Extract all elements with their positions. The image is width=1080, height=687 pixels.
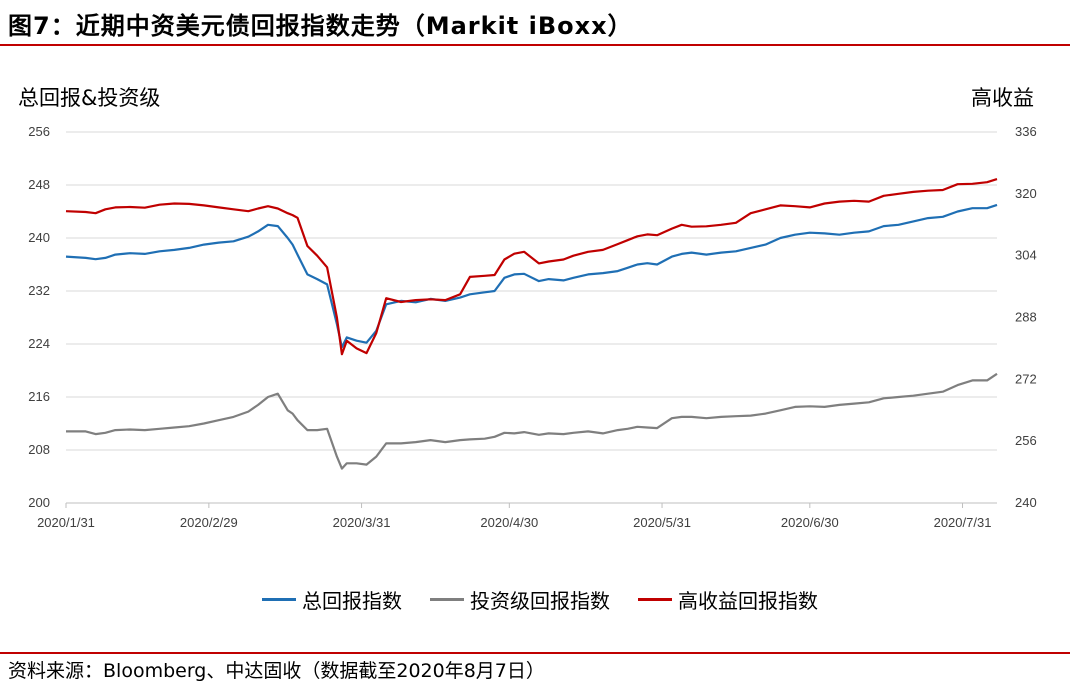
y-left-tick-label: 208 (28, 442, 50, 457)
left-axis-title: 总回报&投资级 (18, 86, 161, 110)
legend-label: 总回报指数 (302, 589, 402, 613)
gridlines (66, 131, 997, 451)
y-right-tick-label: 256 (1015, 433, 1037, 448)
chart-legend: 总回报指数 投资级回报指数 高收益回报指数 (0, 585, 1080, 614)
legend-swatch (430, 598, 464, 601)
legend-item: 高收益回报指数 (638, 585, 818, 614)
x-tick-label: 2020/3/31 (333, 515, 391, 530)
y-right-tick-label: 336 (1015, 124, 1037, 139)
y-left-tick-label: 224 (28, 336, 50, 351)
source-note: 资料来源：Bloomberg、中达固收（数据截至2020年8月7日） (8, 660, 545, 682)
y-right-tick-label: 240 (1015, 495, 1037, 510)
x-tick-label: 2020/5/31 (633, 515, 691, 530)
x-tick-label: 2020/1/31 (37, 515, 95, 530)
axes (65, 502, 997, 508)
y-left-tick-label: 216 (28, 389, 50, 404)
y-right-tick-label: 320 (1015, 186, 1037, 201)
series-line (65, 178, 998, 356)
line-chart: 200 208 216 224 232 240 248 256 240 256 272 288 304 3… (28, 124, 1036, 530)
y-left-tick-label: 256 (28, 124, 50, 139)
legend-label: 投资级回报指数 (470, 589, 610, 613)
source-rule (0, 652, 1070, 654)
right-axis-title: 高收益 (971, 86, 1034, 110)
y-left-tick-label: 248 (28, 177, 50, 192)
series-lines (65, 178, 998, 470)
x-tick-label: 2020/2/29 (180, 515, 238, 530)
y-right-tick-label: 272 (1015, 371, 1037, 386)
y-left-tick-label: 200 (28, 495, 50, 510)
y-right-tick-label: 288 (1015, 310, 1037, 325)
legend-swatch (638, 598, 672, 601)
legend-swatch (262, 598, 296, 601)
x-tick-label: 2020/6/30 (781, 515, 839, 530)
legend-item: 总回报指数 (262, 585, 402, 614)
y-left-tick-label: 240 (28, 230, 50, 245)
x-tick-label: 2020/4/30 (480, 515, 538, 530)
title-rule (0, 44, 1070, 46)
series-line (66, 372, 998, 470)
x-tick-label: 2020/7/31 (934, 515, 992, 530)
y-right-tick-label: 304 (1015, 248, 1037, 263)
figure-title: 图7：近期中资美元债回报指数走势（Markit iBoxx） (8, 12, 633, 40)
series-line (65, 203, 998, 349)
tick-labels: 200 208 216 224 232 240 248 256 240 256 272 288 304 3… (28, 124, 1036, 530)
y-left-tick-label: 232 (28, 283, 50, 298)
legend-label: 高收益回报指数 (678, 589, 818, 613)
legend-item: 投资级回报指数 (430, 585, 610, 614)
